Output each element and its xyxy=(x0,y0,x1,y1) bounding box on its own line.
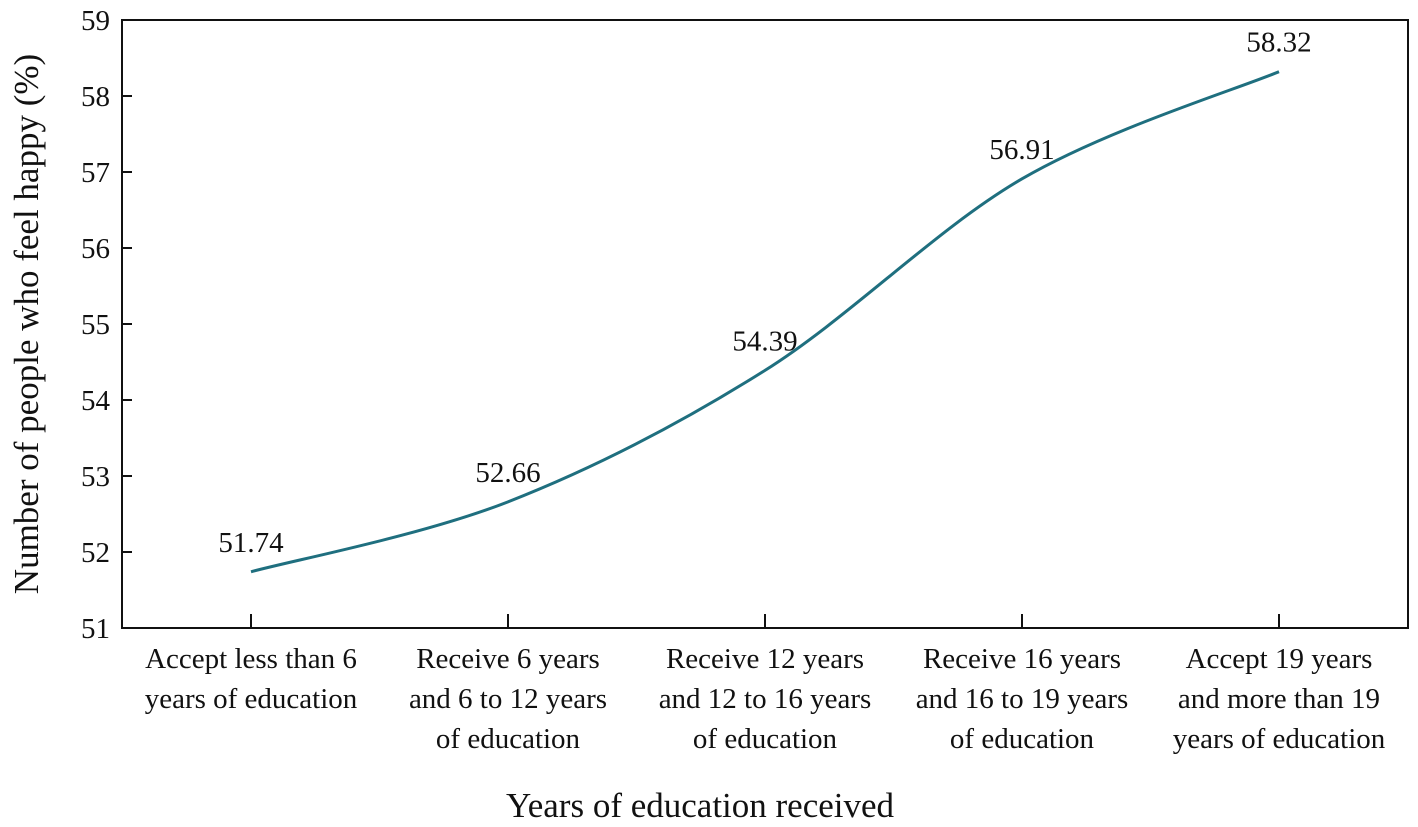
data-label: 56.91 xyxy=(989,134,1054,166)
y-axis-title: Number of people who feel happy (%) xyxy=(7,54,46,594)
x-category-label-line: and 6 to 12 years xyxy=(409,683,607,715)
x-category-label-line: Receive 6 years xyxy=(416,643,600,675)
x-axis-title: Years of education received xyxy=(506,786,895,825)
x-category-label-line: years of education xyxy=(145,683,358,715)
y-tick-label: 52 xyxy=(81,537,110,569)
x-category-label-line: of education xyxy=(693,723,838,755)
x-category-label: Accept 19 years and more than 19 years of … xyxy=(1173,643,1386,755)
x-category-label-line: years of education xyxy=(1173,723,1386,755)
x-category-label: Accept less than 6 years of education xyxy=(145,643,358,715)
y-tick-label: 57 xyxy=(81,157,110,189)
data-labels: 51.74 52.66 54.39 56.91 58.32 xyxy=(218,27,1311,559)
y-tick-label: 53 xyxy=(81,461,110,493)
x-category-label-line: Accept less than 6 xyxy=(145,643,357,675)
y-tick-label: 58 xyxy=(81,81,110,113)
y-tick-label: 54 xyxy=(81,385,111,417)
x-category-label-line: Receive 12 years xyxy=(666,643,864,675)
data-label: 51.74 xyxy=(218,527,284,559)
y-tick-label: 59 xyxy=(81,5,110,37)
data-label: 58.32 xyxy=(1246,27,1311,59)
x-category-label-line: and 16 to 19 years xyxy=(916,683,1129,715)
plot-frame xyxy=(121,19,1409,629)
x-category-label-line: of education xyxy=(436,723,581,755)
x-category-label-line: and 12 to 16 years xyxy=(659,683,872,715)
x-category-label: Receive 6 years and 6 to 12 years of educa… xyxy=(409,643,607,755)
x-category-label-line: Accept 19 years xyxy=(1186,643,1373,675)
y-tick-label: 56 xyxy=(81,233,110,265)
x-category-label: Receive 12 years and 12 to 16 years of edu… xyxy=(659,643,872,755)
series-line xyxy=(250,70,1280,574)
x-category-label-line: of education xyxy=(950,723,1095,755)
y-tick-label: 51 xyxy=(81,613,110,645)
x-axis-ticks: Accept less than 6 years of education Rece… xyxy=(145,614,1386,755)
y-tick-label: 55 xyxy=(81,309,110,341)
x-category-label: Receive 16 years and 16 to 19 years of edu… xyxy=(916,643,1129,755)
x-category-label-line: Receive 16 years xyxy=(923,643,1121,675)
data-label: 54.39 xyxy=(732,325,797,357)
data-label: 52.66 xyxy=(475,457,540,489)
y-axis-ticks: 51 52 53 54 55 56 57 58 59 xyxy=(81,5,132,645)
x-category-label-line: and more than 19 xyxy=(1178,683,1380,715)
